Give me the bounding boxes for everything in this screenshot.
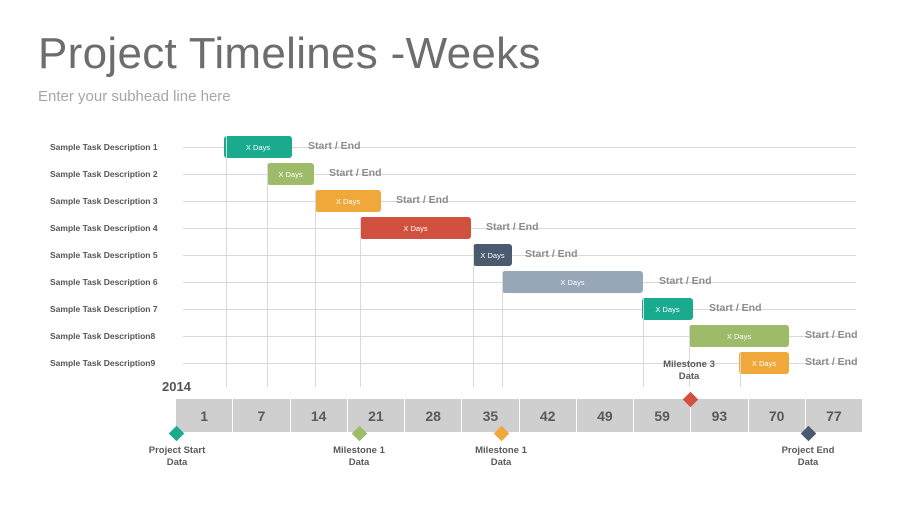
task-label: Sample Task Description 7 <box>50 304 158 314</box>
task-label: Sample Task Description 5 <box>50 250 158 260</box>
task-gridline <box>183 336 856 337</box>
milestone-label: Project Start Data <box>148 445 206 468</box>
timeline-gridline <box>740 354 741 387</box>
page-title: Project Timelines -Weeks <box>38 29 541 78</box>
task-gridline <box>183 363 856 364</box>
timeline-tick: 93 <box>691 399 749 432</box>
task-gridline <box>183 174 856 175</box>
task-annotation: Start / End <box>308 140 361 152</box>
task-bar: X Days <box>315 190 381 212</box>
milestone-label: Project End Data <box>781 445 835 468</box>
task-gridline <box>183 309 856 310</box>
milestone-label: Milestone 1 Data <box>475 445 527 468</box>
timeline-tick: 21 <box>348 399 405 432</box>
task-bar: X Days <box>360 217 471 239</box>
task-annotation: Start / End <box>486 221 539 233</box>
task-gridline <box>183 255 856 256</box>
task-bar: X Days <box>267 163 314 185</box>
task-label: Sample Task Description8 <box>50 331 156 341</box>
timeline-tick: 42 <box>520 399 577 432</box>
timeline-gridline <box>643 299 644 387</box>
timeline-gridline <box>226 136 227 387</box>
task-label: Sample Task Description 6 <box>50 277 158 287</box>
task-label: Sample Task Description 1 <box>50 142 158 152</box>
timeline-tick: 49 <box>577 399 634 432</box>
milestone-label: Milestone 1 Data <box>333 445 385 468</box>
timeline-tick: 28 <box>405 399 463 432</box>
task-bar: X Days <box>473 244 512 266</box>
task-gridline <box>183 201 856 202</box>
task-bar: X Days <box>224 136 292 158</box>
page-subtitle: Enter your subhead line here <box>38 88 231 105</box>
timeline-tick: 7 <box>233 399 291 432</box>
timeline-axis: 1 7 14 21 28 35 42 49 59 93 70 77 <box>176 399 862 432</box>
timeline-gridline <box>473 245 474 387</box>
timeline-tick: 59 <box>634 399 692 432</box>
task-annotation: Start / End <box>329 167 382 179</box>
timeline-tick: 77 <box>826 407 842 424</box>
task-label: Sample Task Description9 <box>50 358 156 368</box>
timeline-gridline <box>360 218 361 387</box>
timeline-tick: 1 <box>176 399 234 432</box>
task-annotation: Start / End <box>805 356 858 368</box>
task-annotation: Start / End <box>659 275 712 287</box>
task-label: Sample Task Description 4 <box>50 223 158 233</box>
timeline-gridline <box>315 191 316 387</box>
task-bar: X Days <box>739 352 789 374</box>
task-gridline <box>183 147 856 148</box>
timeline-gridline <box>502 272 503 387</box>
task-annotation: Start / End <box>525 248 578 260</box>
task-label: Sample Task Description 2 <box>50 169 158 179</box>
timeline-tick: 14 <box>291 399 348 432</box>
task-annotation: Start / End <box>396 194 449 206</box>
timeline-tick: 35 <box>462 399 520 432</box>
task-bar: X Days <box>502 271 643 293</box>
task-bar: X Days <box>689 325 789 347</box>
task-label: Sample Task Description 3 <box>50 196 158 206</box>
timeline-gridline <box>267 164 268 387</box>
timeline-gridline <box>689 326 690 387</box>
task-annotation: Start / End <box>805 329 858 341</box>
task-annotation: Start / End <box>709 302 762 314</box>
timeline-tick: 70 <box>749 399 806 432</box>
timeline-year: 2014 <box>162 379 191 394</box>
task-bar: X Days <box>642 298 693 320</box>
milestone-label: Milestone 3 Data <box>663 359 715 382</box>
task-gridline <box>183 228 856 229</box>
